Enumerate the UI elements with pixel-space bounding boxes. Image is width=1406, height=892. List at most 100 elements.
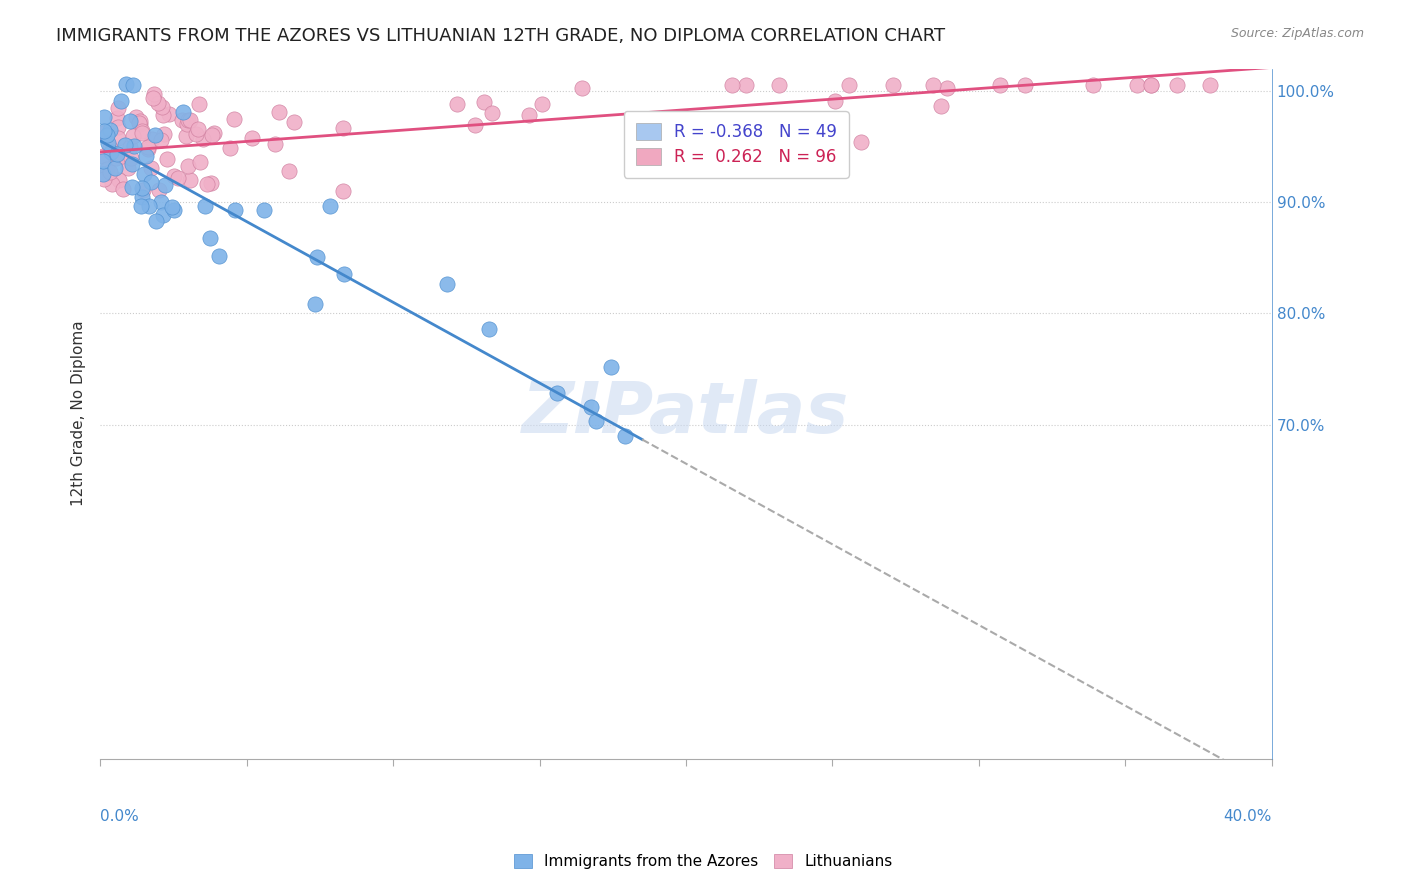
Point bbox=[988, 78, 1011, 93]
Point bbox=[332, 120, 354, 135]
Point bbox=[152, 108, 174, 122]
Point bbox=[150, 100, 173, 114]
Point bbox=[98, 123, 121, 137]
Point bbox=[149, 195, 172, 210]
Point bbox=[177, 112, 200, 127]
Point bbox=[188, 97, 211, 112]
Point bbox=[141, 161, 163, 176]
Point bbox=[283, 115, 305, 129]
Point bbox=[107, 173, 129, 187]
Point bbox=[613, 429, 636, 443]
Point bbox=[706, 124, 728, 138]
Point bbox=[93, 171, 115, 186]
Point bbox=[100, 178, 122, 192]
Point bbox=[166, 171, 188, 186]
Point bbox=[118, 140, 141, 154]
Point bbox=[136, 140, 159, 154]
Text: 40.0%: 40.0% bbox=[1223, 809, 1272, 823]
Point bbox=[121, 180, 143, 194]
Point bbox=[112, 146, 135, 161]
Point bbox=[1166, 78, 1188, 93]
Point bbox=[172, 105, 194, 120]
Point bbox=[121, 78, 143, 92]
Point bbox=[659, 127, 682, 141]
Point bbox=[138, 142, 160, 156]
Point bbox=[170, 112, 193, 127]
Text: IMMIGRANTS FROM THE AZORES VS LITHUANIAN 12TH GRADE, NO DIPLOMA CORRELATION CHAR: IMMIGRANTS FROM THE AZORES VS LITHUANIAN… bbox=[56, 27, 945, 45]
Point bbox=[176, 159, 198, 173]
Point bbox=[307, 250, 329, 264]
Text: 0.0%: 0.0% bbox=[100, 809, 139, 823]
Point bbox=[1139, 78, 1161, 93]
Point bbox=[264, 137, 287, 152]
Point bbox=[176, 129, 198, 144]
Point bbox=[91, 126, 114, 140]
Point bbox=[224, 202, 246, 217]
Point bbox=[332, 185, 354, 199]
Point bbox=[267, 105, 290, 120]
Point bbox=[721, 78, 744, 93]
Point bbox=[131, 181, 153, 195]
Point bbox=[125, 110, 148, 124]
Point bbox=[157, 106, 180, 120]
Point bbox=[198, 231, 221, 245]
Point bbox=[546, 385, 568, 400]
Point bbox=[222, 112, 245, 126]
Point bbox=[163, 202, 186, 217]
Point bbox=[107, 131, 129, 145]
Point bbox=[187, 122, 209, 136]
Point bbox=[163, 169, 186, 183]
Point bbox=[176, 117, 198, 131]
Point bbox=[472, 95, 495, 109]
Point bbox=[93, 124, 115, 138]
Point bbox=[120, 151, 142, 165]
Point bbox=[138, 199, 160, 213]
Point bbox=[851, 135, 873, 149]
Point bbox=[98, 165, 121, 179]
Y-axis label: 12th Grade, No Diploma: 12th Grade, No Diploma bbox=[72, 321, 86, 507]
Point bbox=[110, 95, 132, 109]
Point bbox=[153, 178, 176, 193]
Point bbox=[150, 132, 173, 146]
Point bbox=[882, 78, 904, 93]
Point bbox=[517, 108, 540, 122]
Point bbox=[104, 161, 127, 175]
Point bbox=[838, 78, 860, 93]
Point bbox=[200, 176, 222, 190]
Point bbox=[201, 128, 224, 142]
Point bbox=[585, 414, 607, 428]
Point bbox=[141, 132, 163, 146]
Point bbox=[101, 146, 124, 161]
Point bbox=[120, 114, 142, 128]
Point bbox=[599, 360, 621, 375]
Point bbox=[219, 140, 242, 154]
Point bbox=[124, 139, 146, 153]
Point bbox=[195, 178, 218, 192]
Point bbox=[160, 200, 183, 214]
Point bbox=[100, 145, 122, 159]
Point bbox=[131, 126, 153, 140]
Point bbox=[111, 181, 134, 195]
Point bbox=[1125, 78, 1147, 93]
Point bbox=[579, 400, 602, 414]
Point bbox=[278, 164, 301, 178]
Point bbox=[179, 113, 201, 128]
Point bbox=[97, 136, 120, 150]
Point bbox=[143, 128, 166, 143]
Point bbox=[142, 87, 165, 101]
Point bbox=[145, 214, 167, 228]
Point bbox=[1199, 78, 1222, 93]
Point bbox=[107, 120, 129, 134]
Point bbox=[734, 78, 756, 93]
Point bbox=[96, 162, 118, 177]
Point bbox=[152, 208, 174, 222]
Point bbox=[91, 167, 114, 181]
Point bbox=[114, 77, 136, 91]
Point bbox=[936, 81, 959, 95]
Legend: R = -0.368   N = 49, R =  0.262   N = 96: R = -0.368 N = 49, R = 0.262 N = 96 bbox=[624, 112, 849, 178]
Point bbox=[319, 199, 342, 213]
Point bbox=[333, 267, 356, 281]
Point bbox=[1140, 78, 1163, 93]
Point bbox=[105, 111, 128, 125]
Point bbox=[481, 106, 503, 120]
